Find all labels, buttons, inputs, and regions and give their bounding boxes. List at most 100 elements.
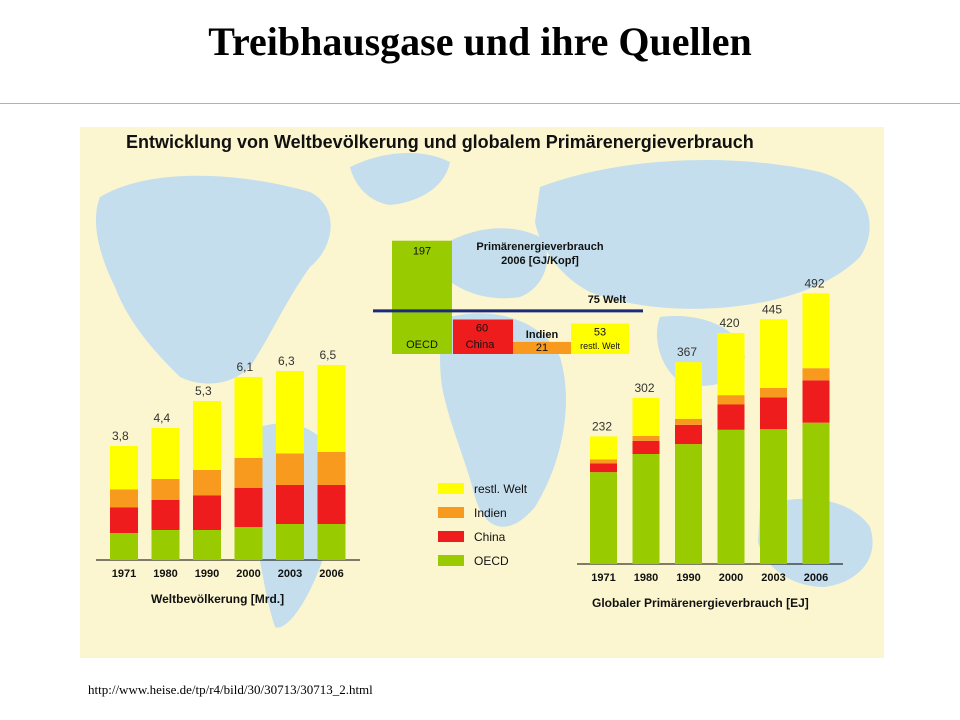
energy-total-label-1980: 302	[635, 381, 655, 395]
energy-axis-label: Globaler Primärenergieverbrauch [EJ]	[592, 596, 809, 610]
energy-bar-1971-oecd	[590, 472, 617, 564]
population-bar-1971-indien	[110, 489, 138, 508]
energy-bar-2000-oecd	[717, 429, 745, 564]
figure-title: Entwicklung von Weltbevölkerung und glob…	[126, 132, 754, 152]
per-capita-value-china: 60	[476, 323, 488, 335]
energy-bar-1990-china	[675, 424, 702, 445]
per-capita-category-china: China	[466, 339, 496, 351]
population-bar-2000-restl-welt	[234, 377, 263, 458]
population-tick-2006: 2006	[319, 568, 343, 580]
population-total-label-2006: 6,5	[320, 348, 337, 362]
population-bar-1980-restl-welt	[151, 428, 180, 479]
legend-swatch-restl-welt	[438, 483, 464, 494]
population-bar-2003-oecd	[276, 524, 304, 560]
legend-swatch-oecd	[438, 555, 464, 566]
energy-total-label-1990: 367	[677, 345, 697, 359]
population-bar-2006-restl-welt	[317, 365, 346, 452]
energy-bar-1971-china	[590, 463, 617, 473]
energy-tick-2003: 2003	[761, 572, 785, 584]
energy-bar-1990-oecd	[675, 444, 702, 564]
population-tick-1980: 1980	[153, 568, 177, 580]
population-total-label-1980: 4,4	[154, 411, 171, 425]
population-bar-2003-china	[276, 485, 304, 524]
population-bar-1971-china	[110, 507, 138, 533]
energy-bar-2003-indien	[760, 388, 787, 398]
per-capita-value-restl-welt: 53	[594, 327, 606, 339]
world-average-label: 75 Welt	[588, 294, 627, 306]
energy-bar-2000-china	[717, 404, 745, 430]
population-bar-1990-indien	[193, 470, 221, 496]
population-bar-2006-oecd	[317, 524, 346, 560]
energy-bar-1980-restl-welt	[632, 397, 660, 436]
population-bar-1980-oecd	[151, 530, 180, 560]
per-capita-title-line-1: Primärenergieverbrauch	[476, 241, 603, 253]
energy-tick-2000: 2000	[719, 572, 743, 584]
per-capita-bar-indien	[513, 341, 571, 354]
title-divider	[0, 103, 960, 104]
energy-tick-1990: 1990	[676, 572, 700, 584]
legend-label-restl-welt: restl. Welt	[474, 482, 528, 496]
population-total-label-2000: 6,1	[237, 360, 254, 374]
source-url: http://www.heise.de/tp/r4/bild/30/30713/…	[88, 682, 373, 697]
per-capita-category-indien: Indien	[526, 329, 559, 341]
per-capita-value-indien: 21	[536, 342, 548, 354]
per-capita-value-oecd: 197	[413, 246, 431, 258]
energy-tick-1971: 1971	[591, 572, 615, 584]
energy-bar-1971-restl-welt	[590, 436, 617, 460]
population-bar-2006-china	[317, 485, 346, 524]
energy-total-label-2000: 420	[720, 316, 740, 330]
population-bar-1971-oecd	[110, 533, 138, 560]
slide-title: Treibhausgase und ihre Quellen	[208, 19, 752, 64]
per-capita-category-oecd: OECD	[406, 339, 438, 351]
per-capita-bar-oecd	[392, 240, 452, 354]
per-capita-category-restl-welt: restl. Welt	[580, 341, 620, 351]
energy-bar-2006-oecd	[802, 422, 830, 564]
energy-bar-1990-indien	[675, 418, 702, 425]
energy-bar-2003-oecd	[760, 429, 787, 564]
energy-bar-1980-china	[632, 440, 660, 454]
energy-bar-1990-restl-welt	[675, 362, 702, 419]
population-bar-1971-restl-welt	[110, 446, 138, 490]
per-capita-bar-restl-welt	[571, 323, 629, 354]
legend-label-china: China	[474, 530, 506, 544]
population-bar-1990-china	[193, 495, 221, 530]
population-bar-1990-restl-welt	[193, 401, 221, 470]
energy-bar-2000-indien	[717, 395, 745, 405]
energy-bar-2003-restl-welt	[760, 319, 787, 388]
energy-total-label-1971: 232	[592, 419, 612, 433]
energy-total-label-2003: 445	[762, 302, 782, 316]
population-tick-2000: 2000	[236, 568, 260, 580]
population-total-label-2003: 6,3	[278, 354, 295, 368]
population-bar-2003-restl-welt	[276, 371, 304, 454]
legend-label-oecd: OECD	[474, 554, 509, 568]
energy-tick-2006: 2006	[804, 572, 828, 584]
legend: restl. Welt Indien China OECD	[438, 482, 528, 568]
per-capita-title-line-2: 2006 [GJ/Kopf]	[501, 255, 579, 267]
population-bar-2000-china	[234, 488, 263, 527]
population-bar-2000-indien	[234, 458, 263, 488]
energy-bar-2000-restl-welt	[717, 333, 745, 396]
population-bar-1980-indien	[151, 479, 180, 500]
energy-bar-2006-indien	[802, 368, 830, 381]
population-bar-2006-indien	[317, 452, 346, 485]
legend-swatch-indien	[438, 507, 464, 518]
energy-tick-1980: 1980	[634, 572, 658, 584]
legend-label-indien: Indien	[474, 506, 507, 520]
energy-bar-1971-indien	[590, 459, 617, 464]
energy-population-figure: Entwicklung von Weltbevölkerung und glob…	[80, 127, 884, 658]
population-axis-label: Weltbevölkerung [Mrd.]	[151, 592, 284, 606]
energy-consumption-chart: 232 1971 302 1980 367 1990 420 2000 445 2003 492 20…	[577, 276, 843, 610]
population-bar-2003-indien	[276, 453, 304, 485]
energy-bar-2006-china	[802, 380, 830, 423]
energy-bar-2006-restl-welt	[802, 293, 830, 369]
population-tick-1990: 1990	[195, 568, 219, 580]
energy-total-label-2006: 492	[805, 276, 825, 290]
energy-bar-1980-indien	[632, 435, 660, 441]
population-tick-1971: 1971	[112, 568, 136, 580]
energy-bar-2003-china	[760, 397, 787, 430]
population-total-label-1990: 5,3	[195, 384, 212, 398]
population-total-label-1971: 3,8	[112, 429, 129, 443]
population-bar-2000-oecd	[234, 527, 263, 560]
population-bar-1990-oecd	[193, 530, 221, 560]
